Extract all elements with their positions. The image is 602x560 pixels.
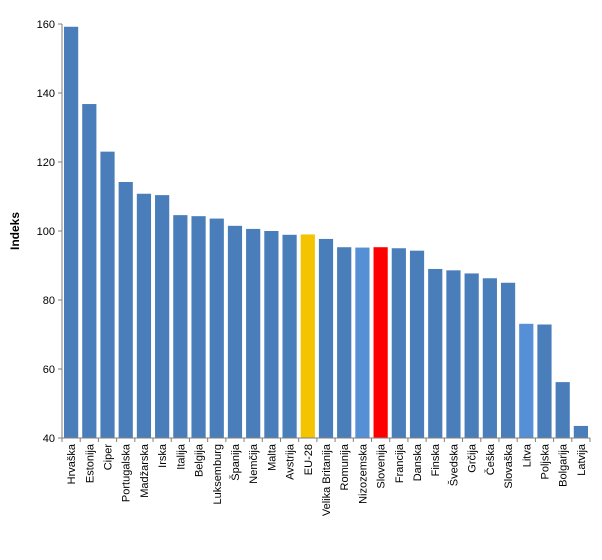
x-category-label: Slovenija [376, 443, 388, 489]
bar [264, 231, 279, 438]
x-category-label: Nizozemska [357, 443, 369, 504]
bar [573, 425, 588, 438]
x-category-label: Irska [157, 443, 169, 468]
y-tick-label: 40 [43, 433, 55, 445]
bar [409, 250, 425, 438]
bar [136, 193, 152, 438]
x-axis-labels: Hrvaška Estonija Ciper Portugalska Madžarska… [66, 443, 588, 516]
bar [191, 216, 206, 438]
x-category-label: Litva [521, 443, 533, 467]
bar [318, 238, 334, 438]
y-tick-label: 80 [43, 295, 55, 307]
bar [64, 26, 79, 438]
bar [118, 182, 133, 438]
x-category-label: Nemčija [248, 443, 260, 484]
bar [373, 247, 388, 438]
x-category-label: Portugalska [121, 443, 133, 502]
axes [61, 24, 591, 442]
bar [446, 270, 461, 438]
x-category-label: Slovaška [503, 443, 515, 489]
x-category-label: Velika Britanija [321, 443, 333, 516]
x-category-label: Hrvaška [66, 443, 78, 484]
y-tick-label: 120 [37, 157, 55, 169]
y-tick-label: 100 [37, 226, 55, 238]
bar [282, 234, 297, 438]
bar [155, 195, 170, 438]
y-tick-label: 140 [37, 88, 55, 100]
x-category-label: Latvija [576, 443, 588, 476]
x-category-label: Romunija [339, 443, 351, 490]
y-axis-title-group: Indeks [8, 212, 22, 250]
bar [482, 278, 497, 438]
x-category-label: Ciper [103, 444, 115, 471]
x-category-label: EU-28 [303, 444, 315, 475]
bar [519, 323, 534, 438]
bar [537, 324, 552, 438]
bar [227, 225, 243, 438]
x-category-label: Grčija [467, 443, 479, 473]
x-category-label: Luksemburg [212, 444, 224, 505]
x-category-label: Češka [484, 443, 497, 475]
y-tick-label: 160 [37, 19, 55, 31]
x-category-label: Francija [394, 443, 406, 483]
bar [355, 247, 370, 438]
x-category-label: Avstrija [285, 443, 297, 480]
x-category-label: Finska [430, 443, 442, 476]
bars [64, 26, 588, 438]
bar [173, 215, 188, 438]
x-category-label: Madžarska [139, 443, 151, 498]
bar [209, 218, 224, 438]
x-category-label: Estonija [84, 443, 96, 483]
bar [246, 228, 261, 438]
bar [391, 248, 406, 438]
bar [300, 234, 315, 438]
x-category-label: Španija [229, 443, 242, 481]
bar [464, 273, 479, 438]
bar [82, 104, 97, 438]
bar [337, 247, 352, 438]
x-category-label: Danska [412, 443, 424, 481]
bar [428, 268, 443, 438]
y-axis-ticks: 40 60 80 100 120 140 160 [37, 19, 62, 445]
x-category-label: Belgija [194, 443, 206, 477]
x-category-label: Malta [266, 443, 278, 471]
x-category-label: Italija [175, 443, 187, 470]
x-category-label: Poljska [539, 443, 551, 479]
x-category-label: Bolgarija [558, 443, 570, 487]
bar [100, 151, 115, 438]
y-axis-title: Indeks [8, 212, 22, 250]
y-tick-label: 60 [43, 364, 55, 376]
x-category-label: Švedska [447, 443, 460, 486]
bar [500, 282, 516, 438]
bar [555, 382, 570, 438]
